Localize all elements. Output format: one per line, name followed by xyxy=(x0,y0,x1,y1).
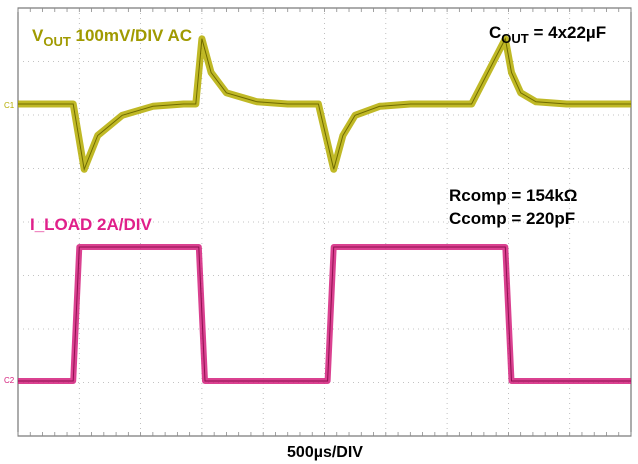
ccomp-label: Ccomp = 220pF xyxy=(449,209,575,228)
iload-trace-core xyxy=(18,246,631,382)
cout-label: COUT = 4x22µF xyxy=(489,23,606,46)
iload-scale-label: I_LOAD 2A/DIV xyxy=(30,215,153,234)
ch2-marker: C2 xyxy=(4,376,15,385)
vout-scale-label: VOUT 100mV/DIV AC xyxy=(32,26,192,49)
ch1-marker: C1 xyxy=(4,101,15,110)
vout-trace-core xyxy=(18,37,631,172)
traces xyxy=(18,35,631,384)
rcomp-label: Rcomp = 154kΩ xyxy=(449,186,577,205)
x-axis-label: 500µs/DIV xyxy=(287,444,363,461)
